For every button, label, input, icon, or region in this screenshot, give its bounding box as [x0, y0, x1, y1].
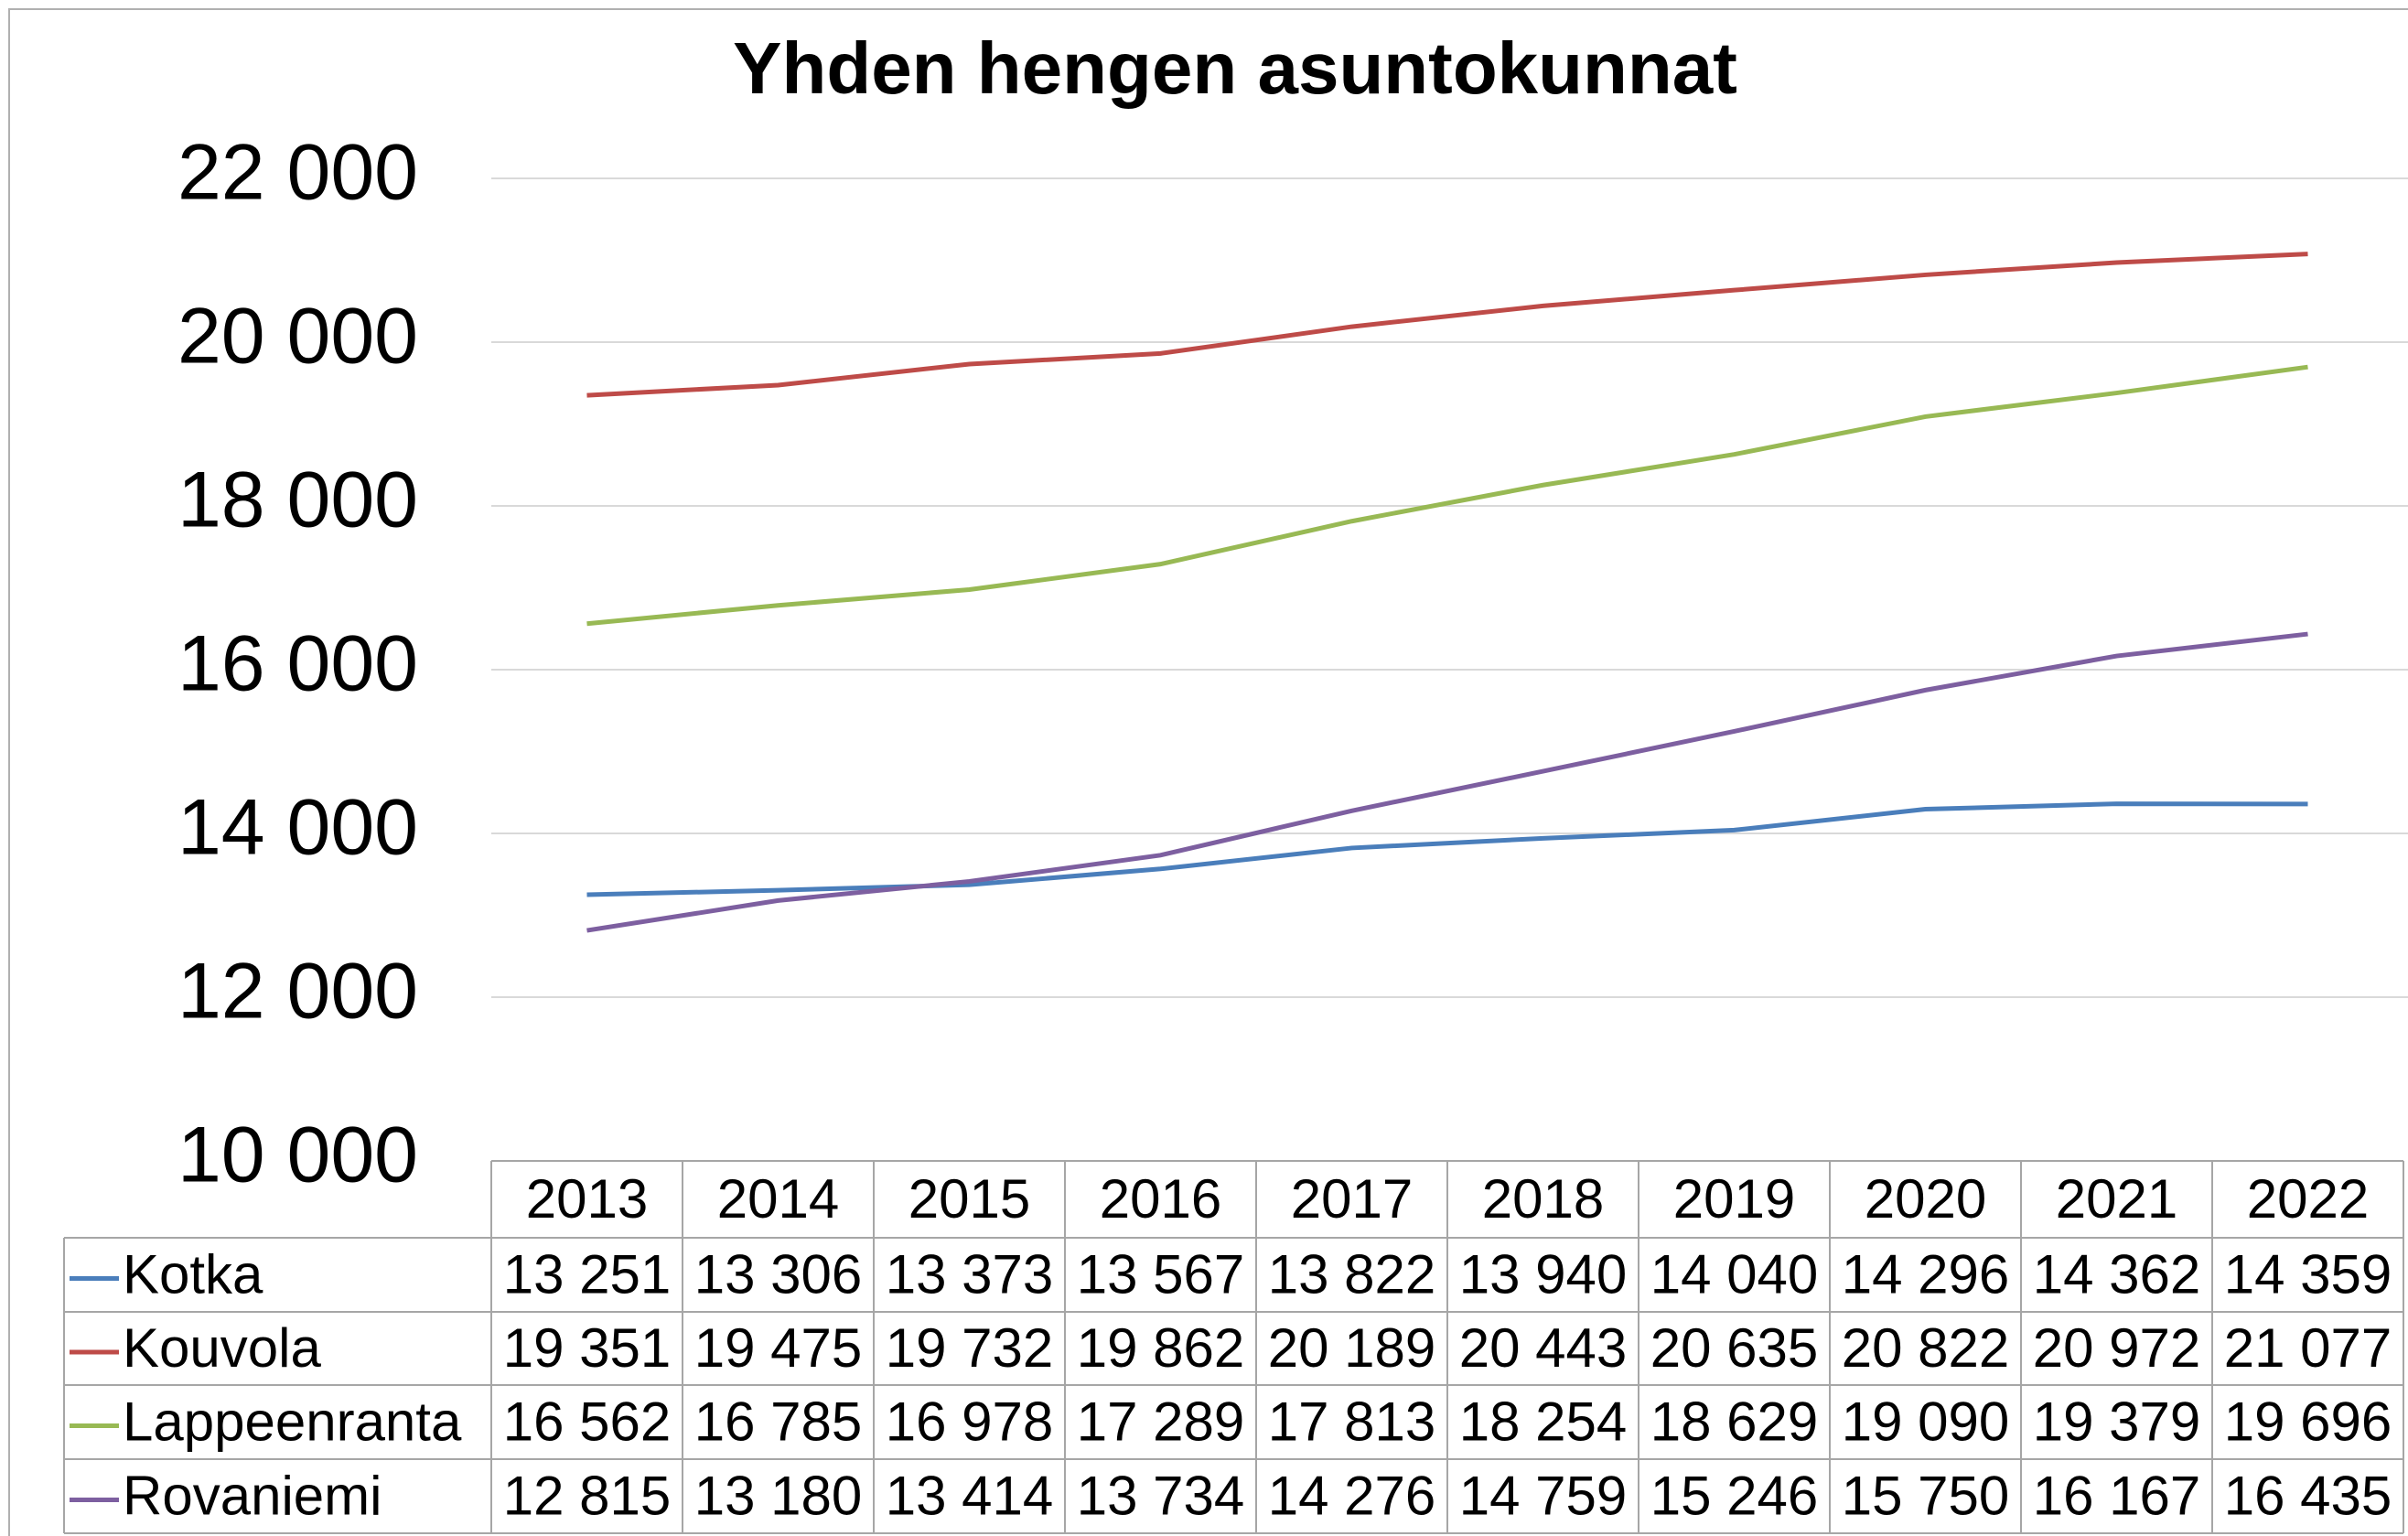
legend-label: Lappeenranta: [123, 1391, 462, 1452]
table-value: 16 785: [694, 1391, 863, 1452]
table-value: 14 359: [2224, 1243, 2392, 1305]
table-value: 13 940: [1459, 1243, 1628, 1305]
legend-label: Kouvola: [123, 1317, 321, 1379]
y-tick-label: 14 000: [177, 784, 418, 872]
chart-title: Yhden hengen asuntokunnat: [733, 27, 1737, 109]
y-tick-label: 20 000: [177, 293, 418, 381]
table-value: 14 296: [1842, 1243, 2010, 1305]
table-value: 20 189: [1268, 1317, 1436, 1379]
x-tick-label: 2021: [2056, 1168, 2177, 1230]
table-value: 18 629: [1650, 1391, 1819, 1452]
table-value: 14 276: [1268, 1465, 1436, 1526]
table-value: 15 246: [1650, 1465, 1819, 1526]
series-line: [586, 801, 2308, 897]
table-value: 19 379: [2033, 1391, 2201, 1452]
y-tick-label: 22 000: [177, 129, 418, 217]
chart-frame: [8, 8, 2408, 1536]
table-value: 17 289: [1077, 1391, 1245, 1452]
series-line: [586, 252, 2308, 398]
table-value: 14 040: [1650, 1243, 1819, 1305]
x-tick-label: 2016: [1100, 1168, 1221, 1230]
x-tick-label: 2020: [1865, 1168, 1986, 1230]
table-value: 13 414: [886, 1465, 1054, 1526]
table-value: 20 822: [1842, 1317, 2010, 1379]
y-tick-label: 12 000: [177, 948, 418, 1036]
x-tick-label: 2019: [1673, 1168, 1795, 1230]
table-value: 16 167: [2033, 1465, 2201, 1526]
table-value: 13 734: [1077, 1465, 1245, 1526]
table-value: 20 972: [2033, 1317, 2201, 1379]
table-value: 16 435: [2224, 1465, 2392, 1526]
table-value: 19 090: [1842, 1391, 2010, 1452]
legend-label: Rovaniemi: [123, 1465, 382, 1526]
table-value: 16 978: [886, 1391, 1054, 1452]
table-value: 13 180: [694, 1465, 863, 1526]
table-value: 19 862: [1077, 1317, 1245, 1379]
x-tick-label: 2013: [526, 1168, 648, 1230]
y-tick-label: 18 000: [177, 457, 418, 544]
x-tick-label: 2018: [1482, 1168, 1604, 1230]
y-tick-label: 10 000: [177, 1112, 418, 1199]
series-line: [586, 364, 2308, 627]
y-tick-label: 16 000: [177, 620, 418, 708]
table-value: 13 251: [503, 1243, 672, 1305]
x-tick-label: 2022: [2247, 1168, 2369, 1230]
table-value: 19 351: [503, 1317, 672, 1379]
table-value: 13 306: [694, 1243, 863, 1305]
x-tick-label: 2017: [1291, 1168, 1413, 1230]
table-value: 14 759: [1459, 1465, 1628, 1526]
table-value: 14 362: [2033, 1243, 2201, 1305]
table-value: 21 077: [2224, 1317, 2392, 1379]
table-value: 18 254: [1459, 1391, 1628, 1452]
table-value: 19 696: [2224, 1391, 2392, 1452]
table-value: 19 732: [886, 1317, 1054, 1379]
table-value: 15 750: [1842, 1465, 2010, 1526]
x-tick-label: 2014: [717, 1168, 839, 1230]
table-value: 17 813: [1268, 1391, 1436, 1452]
table-value: 13 373: [886, 1243, 1054, 1305]
series-line: [586, 631, 2308, 933]
table-value: 20 635: [1650, 1317, 1819, 1379]
table-value: 16 562: [503, 1391, 672, 1452]
table-value: 13 567: [1077, 1243, 1245, 1305]
table-value: 20 443: [1459, 1317, 1628, 1379]
table-value: 12 815: [503, 1465, 672, 1526]
table-value: 19 475: [694, 1317, 863, 1379]
table-value: 13 822: [1268, 1243, 1436, 1305]
legend-label: Kotka: [123, 1243, 263, 1305]
x-tick-label: 2015: [908, 1168, 1030, 1230]
